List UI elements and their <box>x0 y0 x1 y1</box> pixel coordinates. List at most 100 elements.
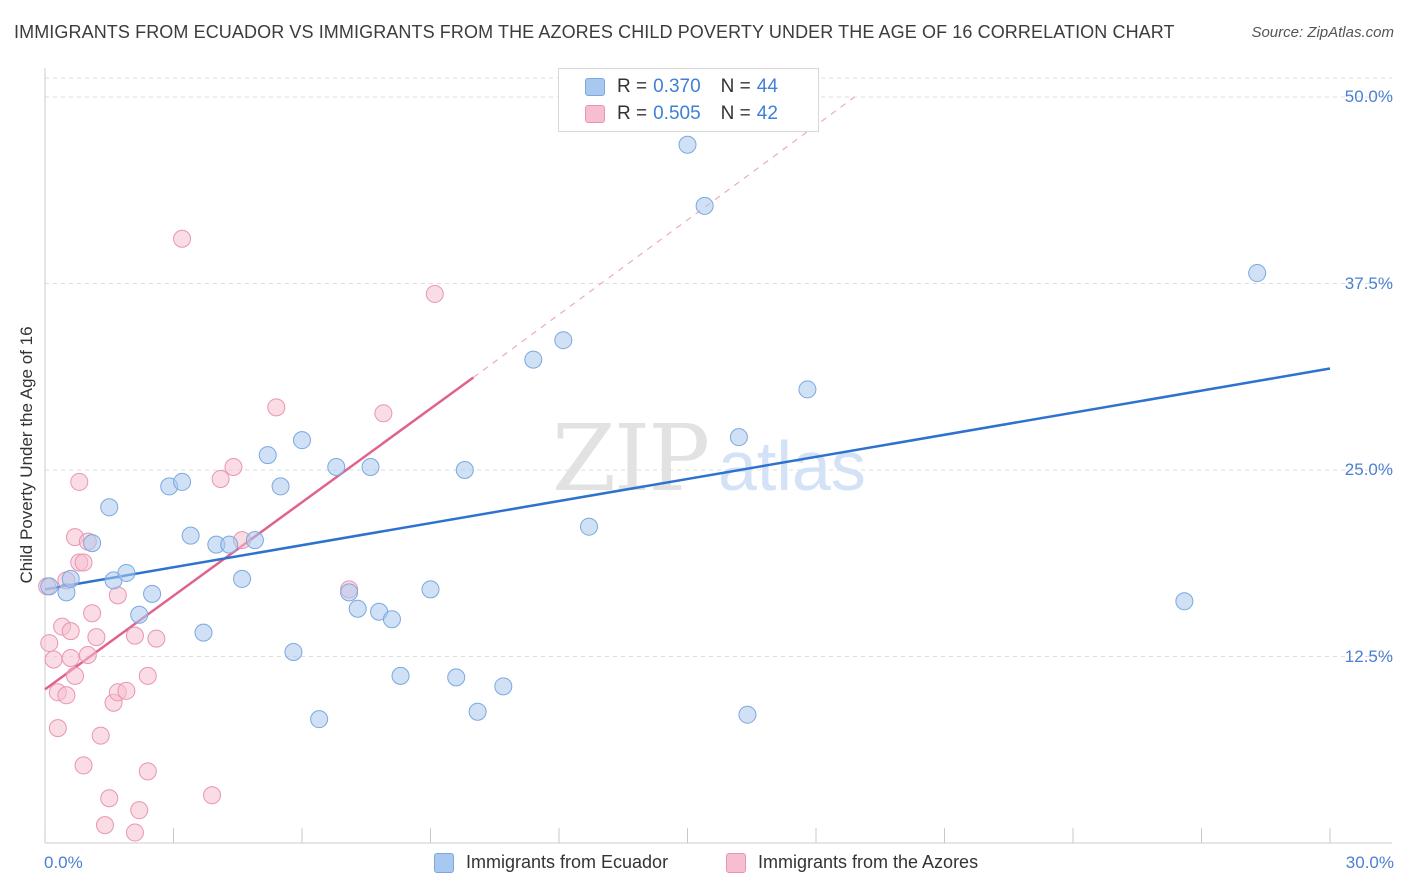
ecuador-point <box>421 580 440 599</box>
legend-row-ecuador: R = 0.370 N = 44 <box>585 75 798 99</box>
azores-point <box>374 404 393 423</box>
ecuador-point <box>447 668 466 687</box>
y-tick-label: 50.0% <box>1344 87 1393 106</box>
azores-point <box>173 229 192 248</box>
bottom-legend-swatch-azores <box>726 852 746 873</box>
azores-point <box>203 786 222 805</box>
ecuador-point <box>579 517 598 536</box>
ecuador-point <box>1175 592 1194 611</box>
azores-point <box>61 622 80 641</box>
azores-point <box>74 553 93 572</box>
ecuador-point <box>455 461 474 479</box>
ecuador-point <box>271 477 290 496</box>
azores-point <box>138 666 157 685</box>
bottom-legend-azores: Immigrants from the Azores <box>726 852 978 873</box>
chart-title: IMMIGRANTS FROM ECUADOR VS IMMIGRANTS FR… <box>14 22 1175 42</box>
bottom-legend-swatch-ecuador <box>434 852 454 873</box>
bottom-legend-ecuador: Immigrants from Ecuador <box>434 852 668 873</box>
ecuador-points <box>40 135 1267 729</box>
ecuador-point <box>678 135 697 154</box>
x-tick-label-min: 0.0% <box>44 853 83 872</box>
azores-point <box>74 756 93 775</box>
ecuador-point <box>130 605 149 624</box>
azores-point <box>65 666 84 685</box>
ecuador-point <box>554 331 573 350</box>
source-credit: Source: ZipAtlas.com <box>1251 24 1394 41</box>
ecuador-point <box>695 196 714 215</box>
ecuador-point <box>310 710 329 729</box>
ecuador-point <box>494 677 513 696</box>
azores-point <box>125 626 144 645</box>
trend-lines <box>44 96 1331 691</box>
ecuador-point <box>117 563 136 582</box>
legend-n-label: N = <box>720 103 751 124</box>
azores-point <box>138 762 157 781</box>
azores-point <box>83 604 102 623</box>
correlation-legend: R = 0.370 N = 44 R = 0.505 N = 42 <box>558 68 819 132</box>
bottom-legend-label-azores: Immigrants from the Azores <box>758 852 979 872</box>
ecuador-point <box>143 584 162 603</box>
y-axis-label: Child Poverty Under the Age of 16 <box>17 326 36 584</box>
legend-n-value-azores: 42 <box>756 103 778 124</box>
legend-swatch-ecuador <box>585 78 605 96</box>
azores-point <box>91 726 110 745</box>
ecuador-point <box>83 534 102 553</box>
ecuador-point <box>284 643 303 662</box>
azores-point <box>40 634 59 653</box>
azores-point <box>117 681 136 700</box>
bottom-legend-label-ecuador: Immigrants from Ecuador <box>466 852 669 872</box>
ecuador-point <box>293 431 311 450</box>
watermark-zip: ZIP <box>552 405 708 512</box>
azores-point <box>425 284 444 303</box>
ecuador-point <box>361 458 380 477</box>
azores-point <box>87 628 106 647</box>
ecuador-trend-line <box>44 367 1331 591</box>
legend-swatch-azores <box>585 105 605 123</box>
ecuador-point <box>382 610 401 629</box>
legend-n-value-ecuador: 44 <box>756 76 778 97</box>
azores-point <box>224 458 243 477</box>
ecuador-point <box>258 446 277 465</box>
azores-point <box>57 686 76 705</box>
ecuador-point <box>194 623 213 642</box>
ecuador-point <box>327 458 346 477</box>
ecuador-point <box>348 599 367 618</box>
axes <box>44 68 1392 844</box>
azores-point <box>108 586 127 605</box>
ecuador-point <box>245 531 264 550</box>
ecuador-point <box>220 535 239 554</box>
legend-r-value-azores: 0.505 <box>653 103 701 124</box>
azores-point <box>267 398 286 417</box>
azores-point <box>100 789 119 808</box>
azores-point <box>147 629 166 648</box>
azores-point <box>48 719 67 738</box>
azores-point <box>44 650 63 669</box>
ecuador-point <box>100 498 119 517</box>
y-tick-label: 12.5% <box>1344 646 1393 666</box>
azores-point <box>211 469 230 488</box>
ecuador-point <box>340 583 359 602</box>
legend-r-label: R = <box>617 103 648 124</box>
ecuador-point <box>729 428 748 447</box>
ecuador-point <box>40 577 59 596</box>
legend-n-label: N = <box>720 76 751 97</box>
ecuador-point <box>738 705 757 724</box>
ecuador-point <box>391 666 410 685</box>
ecuador-point <box>798 380 817 399</box>
ecuador-point <box>1248 264 1267 283</box>
legend-row-azores: R = 0.505 N = 42 <box>585 102 798 126</box>
y-tick-label: 37.5% <box>1344 273 1393 293</box>
x-tick-label-max: 30.0% <box>1345 853 1394 872</box>
azores-points <box>38 229 444 842</box>
y-tick-label: 25.0% <box>1344 460 1393 479</box>
azores-point <box>95 816 114 835</box>
azores-trend-extension <box>472 96 855 378</box>
azores-point <box>61 648 80 667</box>
ecuador-point <box>524 350 543 369</box>
ecuador-point <box>233 569 252 588</box>
azores-point <box>78 646 97 665</box>
ecuador-point <box>61 569 80 588</box>
azores-point <box>130 801 149 820</box>
legend-r-value-ecuador: 0.370 <box>653 76 701 97</box>
